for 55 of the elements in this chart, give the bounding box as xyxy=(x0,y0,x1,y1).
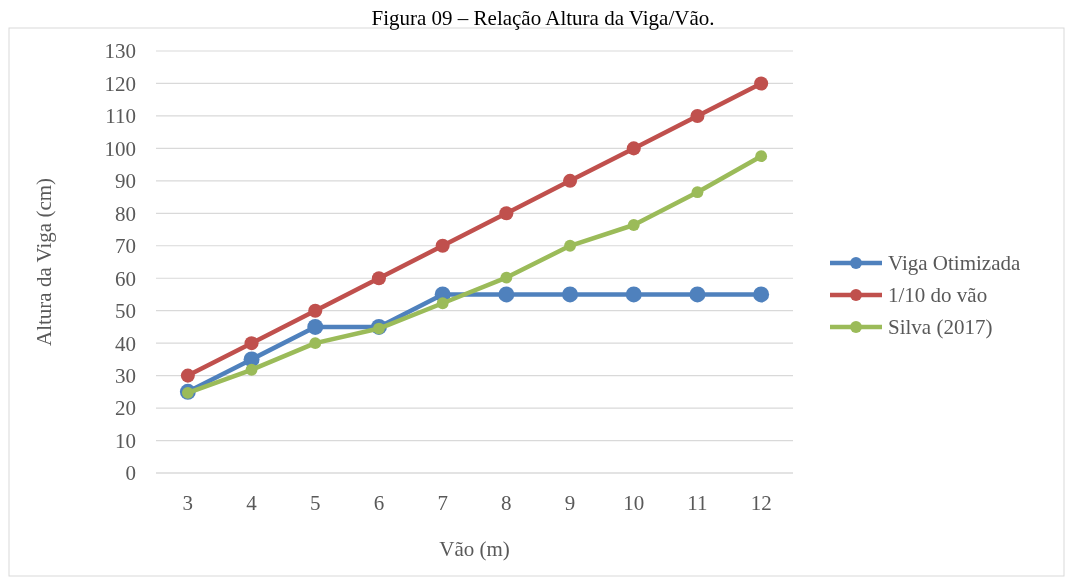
point xyxy=(245,363,258,376)
x-tick-label: 7 xyxy=(437,491,448,515)
point xyxy=(690,108,705,123)
x-tick-label: 3 xyxy=(182,491,194,515)
y-tick-label: 30 xyxy=(115,363,136,388)
point xyxy=(691,186,704,199)
y-tick-label: 130 xyxy=(104,39,136,64)
x-tick-label: 10 xyxy=(623,491,645,515)
y-tick-label: 80 xyxy=(115,201,136,226)
chart-title: Figura 09 – Relação Altura da Viga/Vão. xyxy=(371,6,715,30)
x-tick-label: 5 xyxy=(310,491,321,515)
point xyxy=(436,297,449,310)
x-tick-label: 6 xyxy=(373,491,385,515)
point xyxy=(435,238,450,253)
x-tick-label: 9 xyxy=(564,491,576,515)
point xyxy=(371,271,386,286)
point xyxy=(755,150,768,163)
legend-label: Silva (2017) xyxy=(888,315,993,340)
y-tick-label: 20 xyxy=(115,396,136,421)
y-axis-title: Altura da Viga (cm) xyxy=(32,177,56,347)
point xyxy=(753,286,770,303)
x-tick-label: 11 xyxy=(687,491,708,515)
point xyxy=(309,337,322,350)
y-tick-label: 70 xyxy=(115,234,136,259)
point xyxy=(498,286,515,303)
y-tick-label: 90 xyxy=(115,169,136,194)
x-tick-label: 12 xyxy=(750,491,772,515)
y-tick-label: 110 xyxy=(105,104,136,129)
y-tick-label: 120 xyxy=(104,71,136,96)
legend-label: 1/10 do vão xyxy=(888,283,988,308)
legend-label: Viga Otimizada xyxy=(888,251,1021,276)
point xyxy=(626,141,641,156)
y-tick-label: 60 xyxy=(115,266,136,291)
point xyxy=(563,173,578,188)
point xyxy=(308,303,323,318)
y-tick-label: 0 xyxy=(125,461,136,486)
point xyxy=(564,239,576,252)
point xyxy=(500,271,513,284)
y-tick-label: 40 xyxy=(115,331,136,356)
point xyxy=(689,286,706,303)
y-tick-label: 10 xyxy=(115,428,136,453)
x-tick-label: 8 xyxy=(501,491,512,515)
point xyxy=(562,286,579,303)
point xyxy=(373,322,385,335)
point xyxy=(499,206,514,221)
x-axis-title: Vão (m) xyxy=(439,537,510,561)
point xyxy=(180,368,195,383)
y-tick-label: 100 xyxy=(104,136,136,161)
y-tick-label: 50 xyxy=(115,299,136,324)
point xyxy=(244,336,259,351)
point xyxy=(754,76,769,91)
point xyxy=(307,318,324,335)
x-tick-label: 4 xyxy=(246,491,258,515)
point xyxy=(627,219,640,231)
point xyxy=(625,286,642,303)
